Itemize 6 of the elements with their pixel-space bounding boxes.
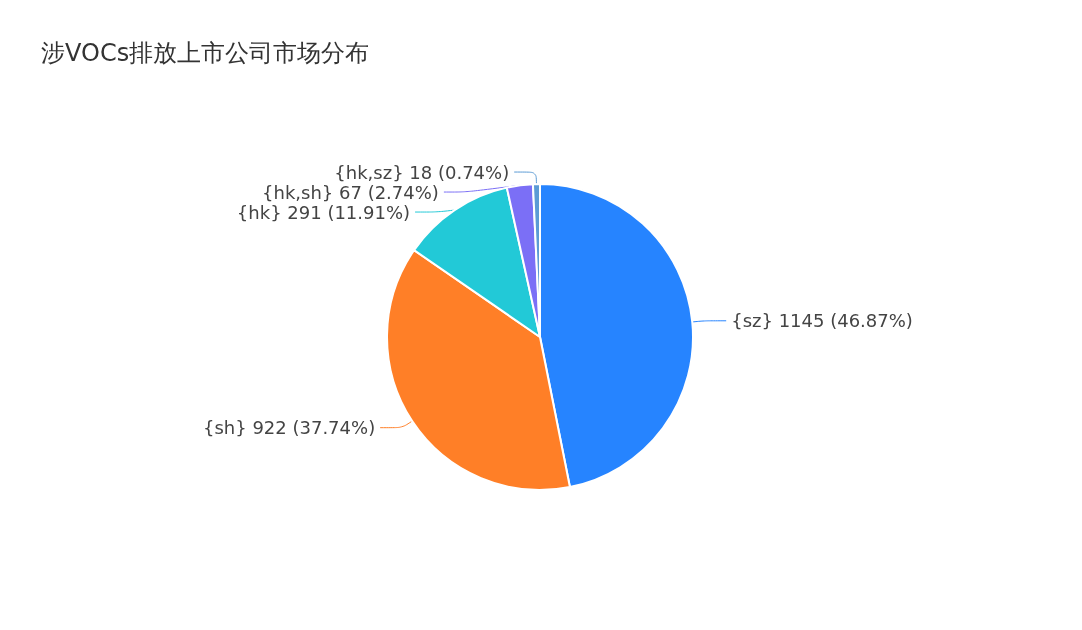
- slice-label: {sz} 1145 (46.87%): [731, 310, 913, 332]
- slice-label: {sh} 922 (37.74%): [202, 417, 376, 439]
- chart-title: 涉VOCs排放上市公司市场分布: [41, 39, 370, 67]
- slice-label: {hk,sh} 67 (2.74%): [262, 181, 439, 203]
- slice-label: {hk,sz} 18 (0.74%): [334, 161, 510, 183]
- slice-label: {hk} 291 (11.91%): [236, 201, 411, 223]
